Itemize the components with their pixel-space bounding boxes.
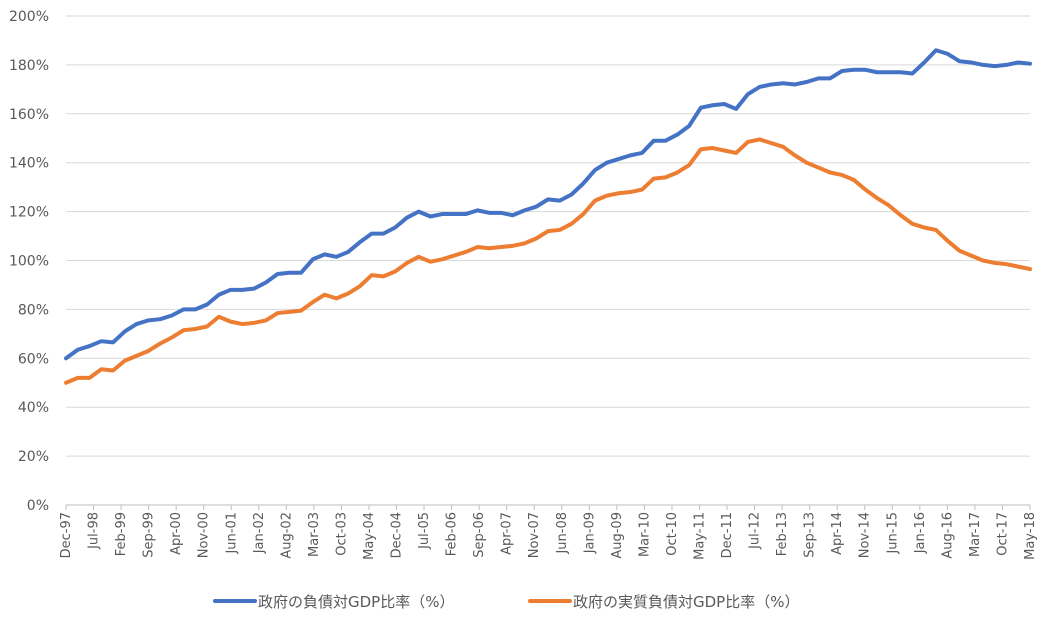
x-tick-label: Jun-08 [555, 512, 570, 555]
x-tick-label: Nov-00 [197, 512, 212, 558]
y-tick-label: 120% [9, 205, 49, 221]
x-tick-label: Oct-10 [665, 512, 680, 556]
x-tick-label: Jan-16 [913, 512, 928, 554]
legend-label-real-government-debt: 政府の実質負債対GDP比率（%） [573, 593, 799, 611]
series-line-real-government-debt [64, 137, 1032, 385]
x-tick-label: Oct-17 [995, 512, 1010, 556]
x-tick-label: Aug-02 [279, 512, 294, 559]
x-tick-label: Feb-99 [114, 512, 129, 556]
x-tick-label: Sep-99 [142, 512, 157, 558]
legend-label-government-debt: 政府の負債対GDP比率（%） [258, 593, 454, 611]
x-tick-label: Jan-09 [582, 512, 597, 554]
x-tick-label: May-18 [1023, 512, 1038, 560]
x-tick-label: Aug-09 [610, 512, 625, 559]
x-tick-label: Dec-04 [390, 512, 405, 558]
x-tick-label: Oct-03 [334, 512, 349, 556]
x-tick-label: Jun-15 [885, 512, 900, 555]
x-tick-label: May-11 [692, 512, 707, 560]
x-tick-label: Mar-03 [307, 512, 322, 557]
y-tick-label: 20% [18, 449, 49, 465]
y-tick-label: 200% [9, 9, 49, 25]
x-tick-label: Apr-00 [169, 512, 184, 555]
y-tick-label: 180% [9, 58, 49, 74]
x-tick-label: Mar-17 [968, 512, 983, 557]
x-axis-tick-marks [65, 505, 1031, 510]
x-tick-label: Apr-07 [500, 512, 515, 555]
x-tick-label: Dec-97 [59, 512, 74, 558]
y-axis-tick-labels: 0% 20% 40% 60% 80% 100% 120% 140% 160% 180% 200% [9, 9, 49, 514]
series-lines [64, 48, 1032, 385]
gridlines [66, 15, 1030, 457]
x-tick-label: Jul-05 [417, 512, 432, 550]
x-tick-label: Nov-14 [858, 512, 873, 558]
x-tick-label: Sep-13 [803, 512, 818, 558]
x-tick-label: Dec-11 [720, 512, 735, 558]
y-tick-label: 80% [18, 302, 49, 318]
x-tick-label: Jul-98 [87, 512, 102, 550]
x-tick-label: May-04 [362, 512, 377, 560]
y-tick-label: 160% [9, 107, 49, 123]
x-tick-label: Feb-13 [775, 512, 790, 556]
y-tick-label: 40% [18, 400, 49, 416]
y-tick-label: 140% [9, 156, 49, 172]
x-tick-label: Sep-06 [472, 512, 487, 558]
x-tick-label: Feb-06 [445, 512, 460, 556]
legend: 政府の負債対GDP比率（%） 政府の実質負債対GDP比率（%） [213, 593, 799, 611]
y-tick-label: 60% [18, 351, 49, 367]
x-axis-tick-labels: Dec-97 Jul-98 Feb-99 Sep-99 Apr-00 Nov-00 Jun-… [59, 512, 1038, 560]
x-tick-label: Aug-16 [940, 512, 955, 559]
series-line-government-debt [64, 48, 1032, 361]
x-tick-label: Jun-01 [224, 512, 239, 555]
x-tick-label: Jan-02 [252, 512, 267, 554]
x-tick-label: Nov-07 [527, 512, 542, 558]
x-tick-label: Apr-14 [830, 512, 845, 555]
y-tick-label: 0% [27, 498, 49, 514]
x-tick-label: Jul-12 [748, 512, 763, 550]
y-tick-label: 100% [9, 254, 49, 270]
x-tick-label: Mar-10 [637, 512, 652, 557]
